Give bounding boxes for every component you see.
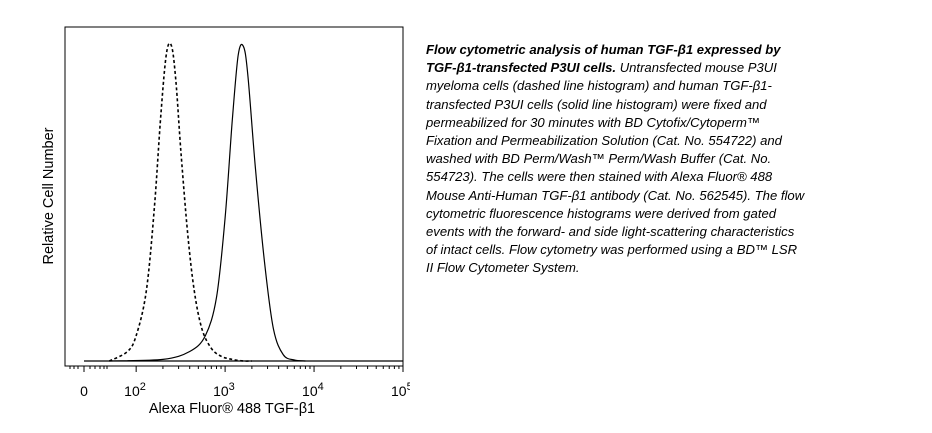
caption-title: Flow cytometric analysis of human TGF-β1… <box>426 42 781 76</box>
transfected-solid-histogram <box>109 43 306 362</box>
x-tick-label: 104 <box>302 381 324 399</box>
histogram-series <box>84 42 403 362</box>
x-tick-label: 103 <box>213 381 235 399</box>
x-tick-label: 0 <box>80 383 88 399</box>
x-tick-label: 102 <box>124 381 146 399</box>
x-axis-ticks <box>69 366 404 372</box>
plot-frame <box>64 26 404 367</box>
x-tick-label: 105 <box>391 381 410 399</box>
y-axis-label: Relative Cell Number <box>41 127 57 264</box>
caption-body: Untransfected mouse P3UI myeloma cells (… <box>426 60 805 276</box>
untransfected-dashed-histogram <box>109 42 252 362</box>
figure-caption: Flow cytometric analysis of human TGF-β1… <box>426 41 806 278</box>
x-axis-label: Alexa Fluor® 488 TGF-β1 <box>149 401 315 417</box>
x-axis-tick-labels: 0 102 103 104 105 <box>80 381 410 399</box>
histogram-chart: 0 102 103 104 105 Alexa Fluor® 488 TGF-β1 Re… <box>41 26 410 417</box>
